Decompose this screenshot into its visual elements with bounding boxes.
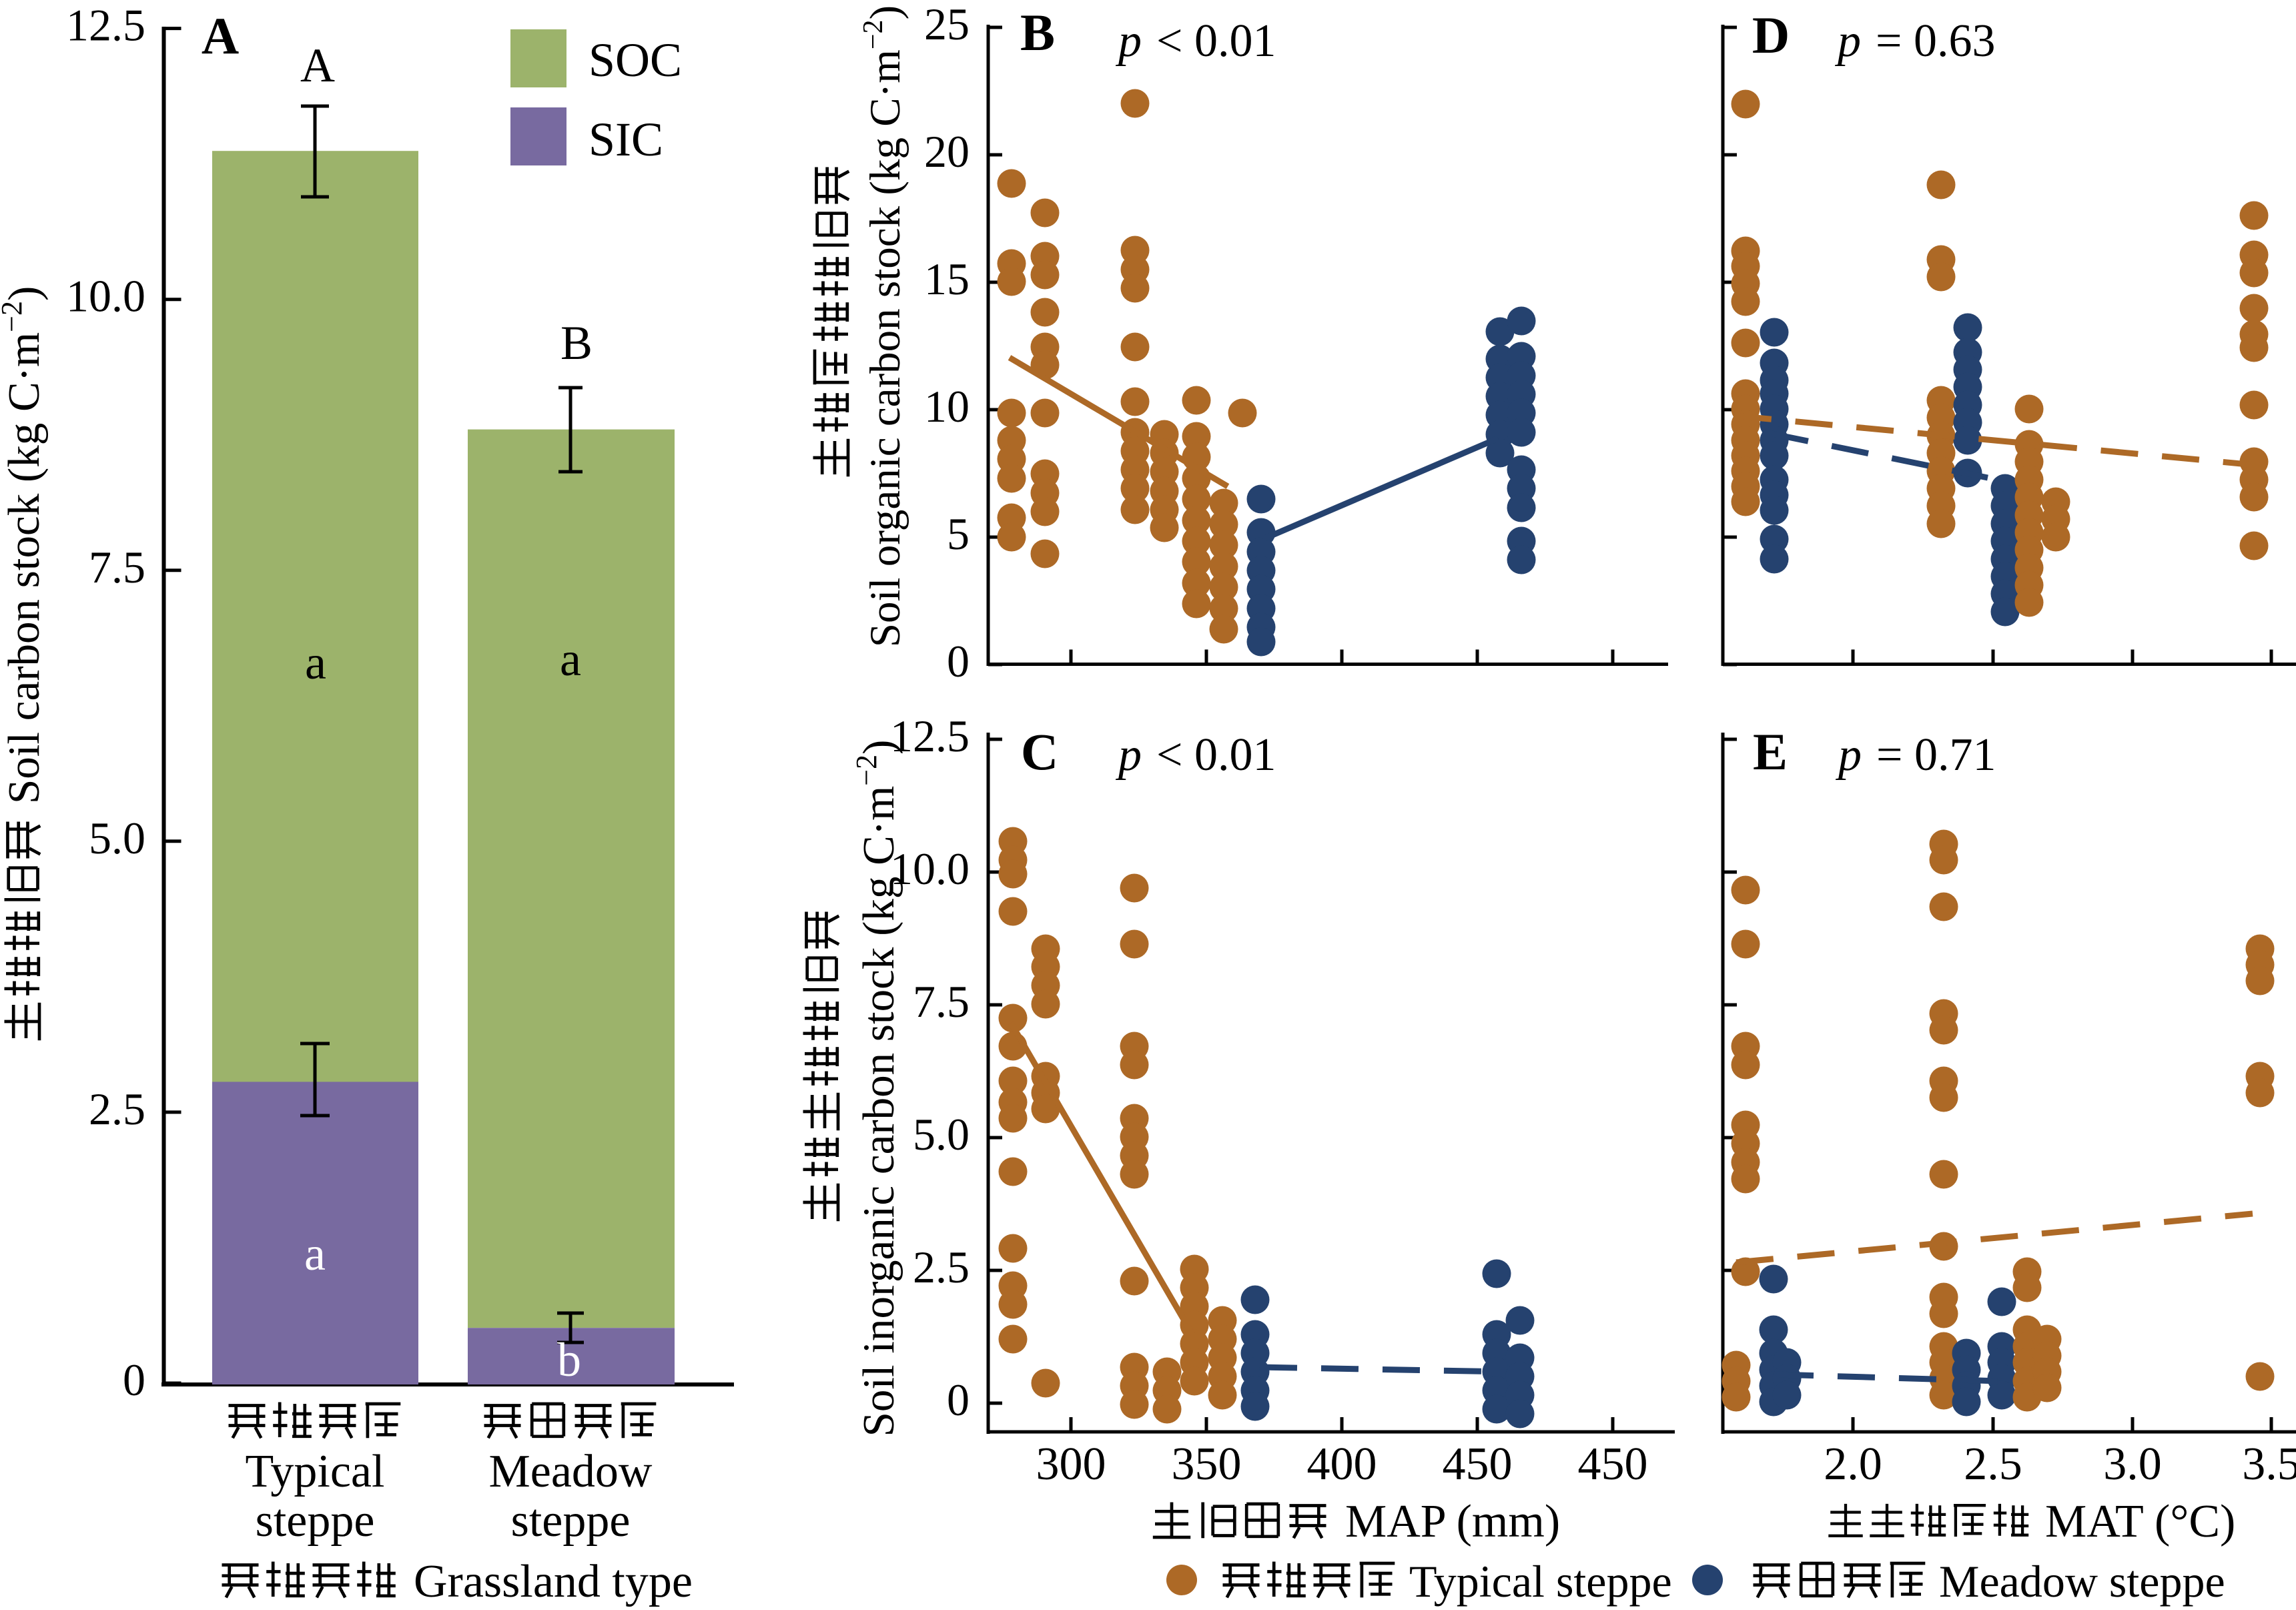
svg-text:< 0.01: < 0.01 [1156, 15, 1276, 67]
svg-text:Soil organic carbon stock (kg: Soil organic carbon stock (kg C·m−2) [858, 5, 909, 647]
svg-text:400: 400 [1307, 1439, 1377, 1490]
svg-text:D: D [1752, 6, 1790, 64]
svg-text:5: 5 [947, 508, 970, 559]
svg-text:b: b [557, 1333, 581, 1386]
svg-text:450: 450 [1443, 1439, 1513, 1490]
svg-text:7.5: 7.5 [913, 976, 970, 1027]
svg-text:350: 350 [1172, 1439, 1242, 1490]
svg-text:a: a [560, 633, 581, 686]
svg-text:E: E [1753, 723, 1788, 781]
svg-text:0: 0 [947, 636, 970, 687]
svg-text:MAT (°C): MAT (°C) [2045, 1496, 2235, 1547]
svg-text:2.5: 2.5 [913, 1242, 970, 1292]
svg-text:5.0: 5.0 [89, 813, 145, 863]
svg-text:Grassland type: Grassland type [414, 1556, 693, 1607]
svg-text:10.0: 10.0 [66, 271, 145, 322]
svg-text:300: 300 [1036, 1439, 1106, 1490]
svg-text:SIC: SIC [589, 113, 663, 166]
svg-text:C: C [1021, 723, 1058, 781]
svg-text:12.5: 12.5 [890, 711, 970, 761]
svg-text:steppe: steppe [256, 1495, 375, 1547]
svg-text:A: A [300, 39, 335, 92]
svg-text:= 0.63: = 0.63 [1876, 15, 1995, 67]
svg-text:Meadow steppe: Meadow steppe [1939, 1556, 2225, 1607]
svg-text:10: 10 [924, 381, 970, 432]
svg-text:3.0: 3.0 [2103, 1439, 2162, 1490]
svg-text:Soil inorganic carbon stock (k: Soil inorganic carbon stock (kg C·m−2) [850, 740, 903, 1437]
svg-text:3.5: 3.5 [2242, 1439, 2296, 1490]
svg-text:Typical steppe: Typical steppe [1409, 1556, 1672, 1607]
svg-text:SOC: SOC [589, 33, 682, 87]
svg-text:= 0.71: = 0.71 [1876, 729, 1996, 781]
svg-text:< 0.01: < 0.01 [1156, 729, 1276, 781]
svg-text:0: 0 [947, 1374, 970, 1425]
svg-text:450: 450 [1578, 1439, 1648, 1490]
svg-text:15: 15 [924, 254, 970, 304]
svg-text:7.5: 7.5 [89, 542, 145, 592]
svg-text:B: B [1020, 3, 1055, 61]
svg-text:p: p [1115, 15, 1142, 67]
svg-text:a: a [305, 636, 326, 689]
svg-text:B: B [560, 316, 593, 370]
svg-text:10.0: 10.0 [890, 843, 970, 894]
svg-text:20: 20 [924, 126, 970, 177]
svg-text:p: p [1834, 15, 1861, 67]
svg-text:Typical: Typical [246, 1446, 385, 1497]
svg-text:25: 25 [924, 0, 970, 49]
svg-text:Meadow: Meadow [489, 1446, 653, 1497]
svg-text:Soil carbon stock (kg C·m−2): Soil carbon stock (kg C·m−2) [0, 286, 49, 804]
svg-text:steppe: steppe [511, 1495, 631, 1547]
svg-text:p: p [1115, 729, 1142, 781]
svg-text:2.5: 2.5 [1964, 1439, 2022, 1490]
svg-text:2.5: 2.5 [89, 1084, 145, 1134]
svg-text:12.5: 12.5 [66, 0, 145, 51]
svg-text:2.0: 2.0 [1824, 1439, 1882, 1490]
svg-text:a: a [304, 1227, 326, 1280]
svg-text:5.0: 5.0 [913, 1109, 970, 1160]
svg-text:MAP (mm): MAP (mm) [1345, 1496, 1560, 1547]
svg-text:0: 0 [123, 1354, 145, 1405]
svg-text:A: A [202, 7, 239, 65]
svg-text:p: p [1835, 729, 1862, 781]
